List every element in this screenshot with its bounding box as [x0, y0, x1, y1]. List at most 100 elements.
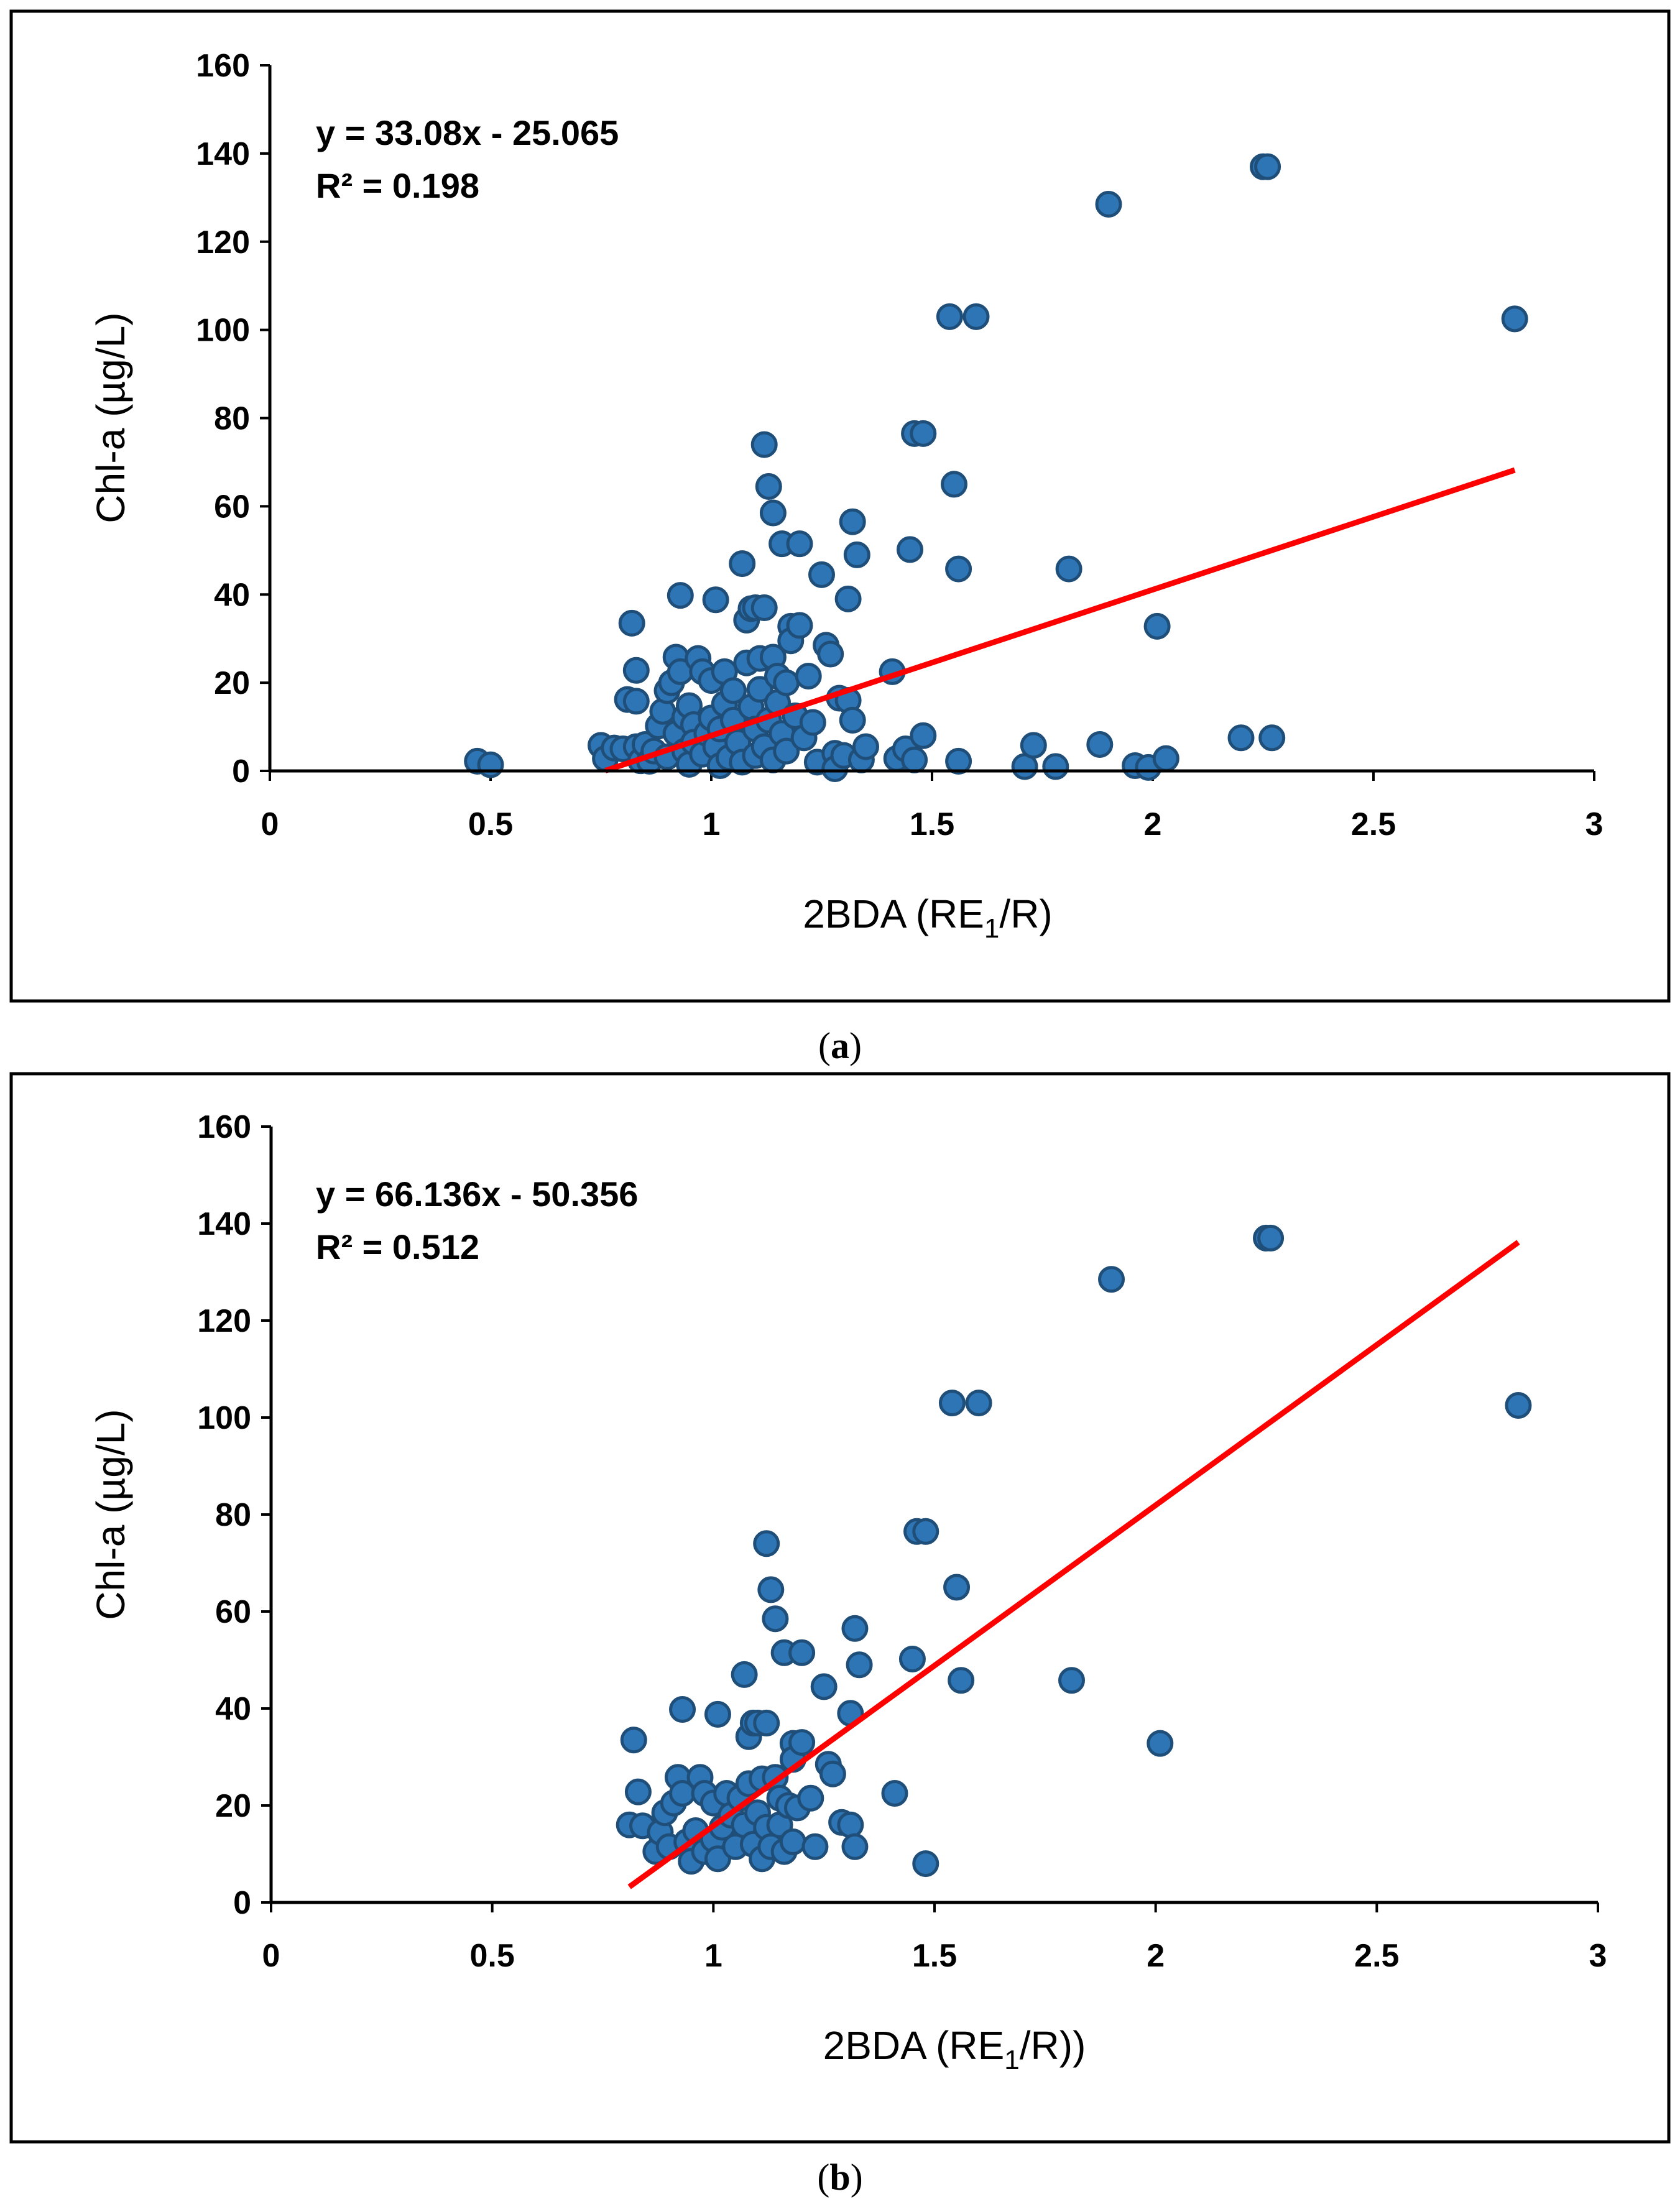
panel-b-data-point [779, 1828, 806, 1855]
panel-a-data-point [759, 499, 787, 527]
panel-a-data-point [1020, 732, 1047, 759]
panel-b-data-point [753, 1530, 780, 1557]
panel-a-x-tick-label: 0.5 [468, 806, 513, 842]
panel-a-data-point [746, 676, 773, 703]
panel-a-x-tick-label: 0 [261, 806, 279, 842]
panel-a-data-point [897, 536, 923, 563]
panel-a-data-point [901, 746, 928, 773]
panel-a-data-point [945, 555, 972, 583]
panel-a-data-point [1086, 731, 1114, 758]
panel-a-caption-letter: a [831, 1025, 849, 1066]
panel-b-y-tick-label: 60 [215, 1594, 251, 1630]
panel-a-data-point [910, 420, 937, 447]
panel-a-y-tick-label: 0 [232, 754, 250, 790]
panel-b-y-axis-label: Chl-a (µg/L) [88, 1409, 133, 1620]
panel-b-x-tick-label: 0.5 [470, 1938, 515, 1974]
panel-a-data-point [1152, 745, 1179, 772]
panel-a-data-point [618, 609, 645, 637]
panel-a-data-point [773, 737, 800, 765]
panel-a-data-point [1501, 305, 1528, 333]
panel-b-data-point [1058, 1667, 1086, 1694]
panel-a-data-point [834, 585, 862, 612]
panel-a-data-point [477, 751, 504, 778]
panel-a-x-axis-label-main: 2BDA (RE [803, 892, 984, 936]
panel-b-y-tick-label: 20 [215, 1788, 251, 1824]
panel-b-caption-letter: b [829, 2157, 850, 2198]
panel-a-y-tick-label: 40 [214, 577, 250, 613]
panel-a-trendline [604, 467, 1516, 773]
panel-b-x-axis-label-subscript: 1 [1004, 2045, 1019, 2075]
panel-a-data-point [1042, 753, 1069, 780]
panel-b-trendline [627, 1240, 1520, 1889]
panel-a-data-point [795, 662, 822, 689]
panel-a-y-tick-label: 60 [214, 489, 250, 525]
panel-a-y-tick-label: 80 [214, 401, 250, 437]
panel-a-caption: (a) [818, 1025, 862, 1066]
panel-a-x-tick-label: 1.5 [910, 806, 954, 842]
panel-a-y-tick-label: 140 [196, 136, 250, 172]
panel-b: 0 20 40 60 80 100 120 140 160 0 0.5 1 1.5 2 2.5 3 y = … [9, 1072, 1671, 2144]
panel-b-data-point [948, 1667, 975, 1694]
panel-a-x-tick-label: 2.5 [1351, 806, 1396, 842]
panel-b-x-tick-label: 0 [262, 1938, 280, 1974]
panel-b-data-point [757, 1576, 785, 1603]
panel-b-data-point [620, 1727, 647, 1754]
panel-b-data-point [797, 1784, 824, 1812]
panel-b-data-point [801, 1833, 829, 1860]
panel-a-data-point [1055, 555, 1082, 583]
panel-b-data-point [965, 1390, 992, 1417]
panel-b-data-point [841, 1833, 869, 1860]
panel-a-x-tick-label: 2 [1144, 806, 1162, 842]
panel-b-data-point [912, 1850, 939, 1878]
panel-a-data-point [910, 722, 937, 749]
panel-b-data-point [846, 1651, 873, 1679]
panel-b-y-tick-label: 80 [215, 1497, 251, 1533]
panel-a-y-tick-label: 120 [196, 224, 250, 261]
panel-a-data-points [464, 153, 1528, 782]
panel-b-y-axis-ticks: 0 20 40 60 80 100 120 140 160 [197, 1109, 271, 1921]
panel-a-data-point [622, 657, 650, 684]
panel-b-data-point [810, 1673, 838, 1700]
panel-a-data-point [843, 541, 870, 568]
panel-a-x-axis-label-tail: /R) [999, 892, 1052, 936]
panel-b-y-tick-label: 120 [197, 1303, 251, 1339]
panel-b-y-tick-label: 40 [215, 1691, 251, 1727]
panel-a-data-point [817, 640, 844, 668]
panel-b-data-point [788, 1639, 816, 1666]
panel-b-data-point [912, 1518, 939, 1545]
panel-a-data-point [729, 550, 756, 578]
panel-a-data-point [750, 594, 778, 622]
panel-a-data-point [720, 677, 747, 704]
panel-b-y-tick-label: 100 [197, 1400, 251, 1436]
panel-a-x-tick-label: 1 [703, 806, 721, 842]
panel-b-data-point [1147, 1730, 1174, 1757]
panel-a: 0 20 40 60 80 100 120 140 160 0 0.5 1 1.5 2 2.5 3 y = … [9, 9, 1671, 1003]
panel-a-data-point [786, 612, 813, 639]
panel-b-r-squared: R² = 0.512 [316, 1227, 479, 1266]
panel-b-data-point [704, 1700, 731, 1728]
panel-a-y-tick-label: 160 [196, 48, 250, 84]
panel-a-data-point [839, 508, 866, 535]
panel-a-data-point [1254, 153, 1281, 180]
panel-a-data-point [1143, 612, 1171, 640]
panel-a-data-point [750, 431, 778, 458]
panel-b-x-tick-label: 2 [1147, 1938, 1165, 1974]
panel-b-data-point [938, 1390, 966, 1417]
panel-a-data-point [839, 706, 866, 734]
panel-a-data-point [773, 669, 800, 696]
panel-a-data-point [667, 582, 694, 609]
panel-b-x-tick-label: 3 [1589, 1938, 1607, 1974]
panel-b-data-point [624, 1778, 652, 1805]
panel-a-data-point [799, 709, 826, 736]
panel-b-x-axis-label: 2BDA (RE1/R)) [823, 2023, 1086, 2075]
panel-b-x-axis-label-tail: /R)) [1020, 2023, 1086, 2068]
panel-a-y-axis-ticks: 0 20 40 60 80 100 120 140 160 [196, 48, 270, 790]
panel-b-x-tick-label: 1 [704, 1938, 722, 1974]
panel-b-equation: y = 66.136x - 50.356 [316, 1174, 638, 1214]
panel-a-data-point [702, 586, 729, 614]
panel-a-data-point [1095, 190, 1122, 218]
panel-a-data-point [945, 747, 972, 775]
panel-b-data-point [762, 1605, 789, 1633]
panel-b-caption: (b) [817, 2157, 862, 2198]
